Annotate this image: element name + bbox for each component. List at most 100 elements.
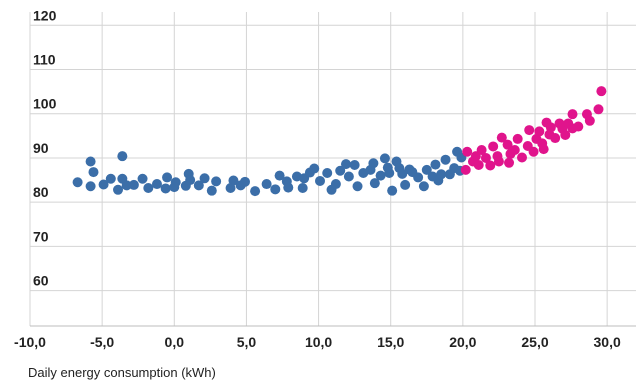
y-tick-label: 120: [33, 7, 57, 23]
data-point: [225, 183, 236, 194]
data-point: [379, 153, 390, 164]
data-point: [462, 146, 473, 157]
x-tick-label: 30,0: [594, 334, 621, 350]
y-tick-label: 110: [33, 51, 56, 67]
data-point: [573, 121, 584, 132]
data-point: [349, 160, 360, 171]
data-point: [369, 178, 380, 189]
data-point: [476, 144, 487, 155]
data-point: [105, 173, 116, 184]
data-point: [560, 129, 571, 140]
data-point: [496, 132, 507, 143]
data-point: [387, 185, 398, 196]
data-point: [545, 122, 556, 133]
data-point: [436, 169, 447, 180]
data-point: [593, 104, 604, 115]
data-point: [343, 171, 354, 182]
data-point: [352, 181, 363, 192]
data-point: [85, 156, 96, 167]
data-point: [488, 141, 499, 152]
data-point: [567, 109, 578, 120]
data-point: [274, 170, 285, 181]
y-tick-label: 90: [33, 140, 49, 156]
axis-tick-labels: 60 70 80 90 100 110 120 -10,0 -5,0 0,0 5,0 10,0 15,0…: [14, 7, 621, 350]
data-point: [537, 138, 548, 149]
data-point: [563, 118, 574, 129]
data-point: [309, 163, 320, 174]
data-point: [400, 179, 411, 190]
data-point: [193, 180, 204, 191]
data-point: [206, 185, 217, 196]
data-point: [493, 156, 504, 167]
grid-lines: [29, 12, 636, 327]
data-point: [550, 133, 561, 144]
data-point: [473, 160, 484, 171]
data-point: [460, 164, 471, 175]
data-point: [199, 173, 210, 184]
data-point: [528, 146, 539, 157]
data-point: [480, 152, 491, 163]
data-point: [485, 160, 496, 171]
data-point: [117, 151, 128, 162]
data-point: [137, 173, 148, 184]
data-point: [413, 172, 424, 183]
data-point: [375, 170, 386, 181]
data-point: [524, 125, 535, 136]
data-point: [88, 167, 99, 178]
x-tick-label: 15,0: [377, 334, 404, 350]
data-point: [239, 176, 250, 187]
data-point: [440, 154, 451, 165]
data-point: [397, 168, 408, 179]
data-point: [596, 86, 607, 97]
y-tick-label: 100: [33, 96, 57, 112]
data-point: [228, 175, 239, 186]
data-point: [143, 183, 154, 194]
x-tick-label: -5,0: [90, 334, 114, 350]
data-point: [418, 181, 429, 192]
data-point: [151, 179, 162, 190]
data-point: [502, 139, 513, 150]
data-point: [162, 172, 173, 183]
data-point: [421, 164, 432, 175]
y-tick-label: 60: [33, 273, 49, 289]
data-points: [72, 86, 607, 197]
data-point: [504, 157, 515, 168]
y-tick-label: 80: [33, 184, 49, 200]
data-point: [340, 159, 351, 170]
y-tick-label: 70: [33, 228, 49, 244]
data-point: [261, 179, 272, 190]
x-tick-label: 5,0: [237, 334, 257, 350]
data-point: [335, 165, 346, 176]
data-point: [430, 159, 441, 170]
data-point: [384, 167, 395, 178]
data-point: [72, 177, 83, 188]
data-point: [315, 175, 326, 186]
data-point: [322, 167, 333, 178]
data-point: [113, 184, 124, 195]
data-point: [85, 181, 96, 192]
data-point: [283, 182, 294, 193]
x-tick-label: 25,0: [521, 334, 548, 350]
data-point: [330, 179, 341, 190]
data-point: [211, 176, 222, 187]
data-point: [297, 183, 308, 194]
data-point: [169, 182, 180, 193]
data-point: [98, 179, 109, 190]
x-tick-label: 10,0: [305, 334, 332, 350]
data-point: [368, 158, 379, 169]
data-point: [534, 126, 545, 137]
data-point: [270, 184, 281, 195]
x-tick-label: -10,0: [14, 334, 46, 350]
data-point: [160, 183, 171, 194]
data-point: [509, 144, 520, 155]
x-tick-label: 20,0: [449, 334, 476, 350]
x-tick-label: 0,0: [165, 334, 185, 350]
data-point: [250, 186, 261, 197]
x-axis-label: Daily energy consumption (kWh): [28, 365, 216, 380]
data-point: [584, 115, 595, 126]
data-point: [512, 133, 523, 144]
data-point: [185, 175, 196, 186]
data-point: [517, 152, 528, 163]
data-point: [121, 180, 132, 191]
